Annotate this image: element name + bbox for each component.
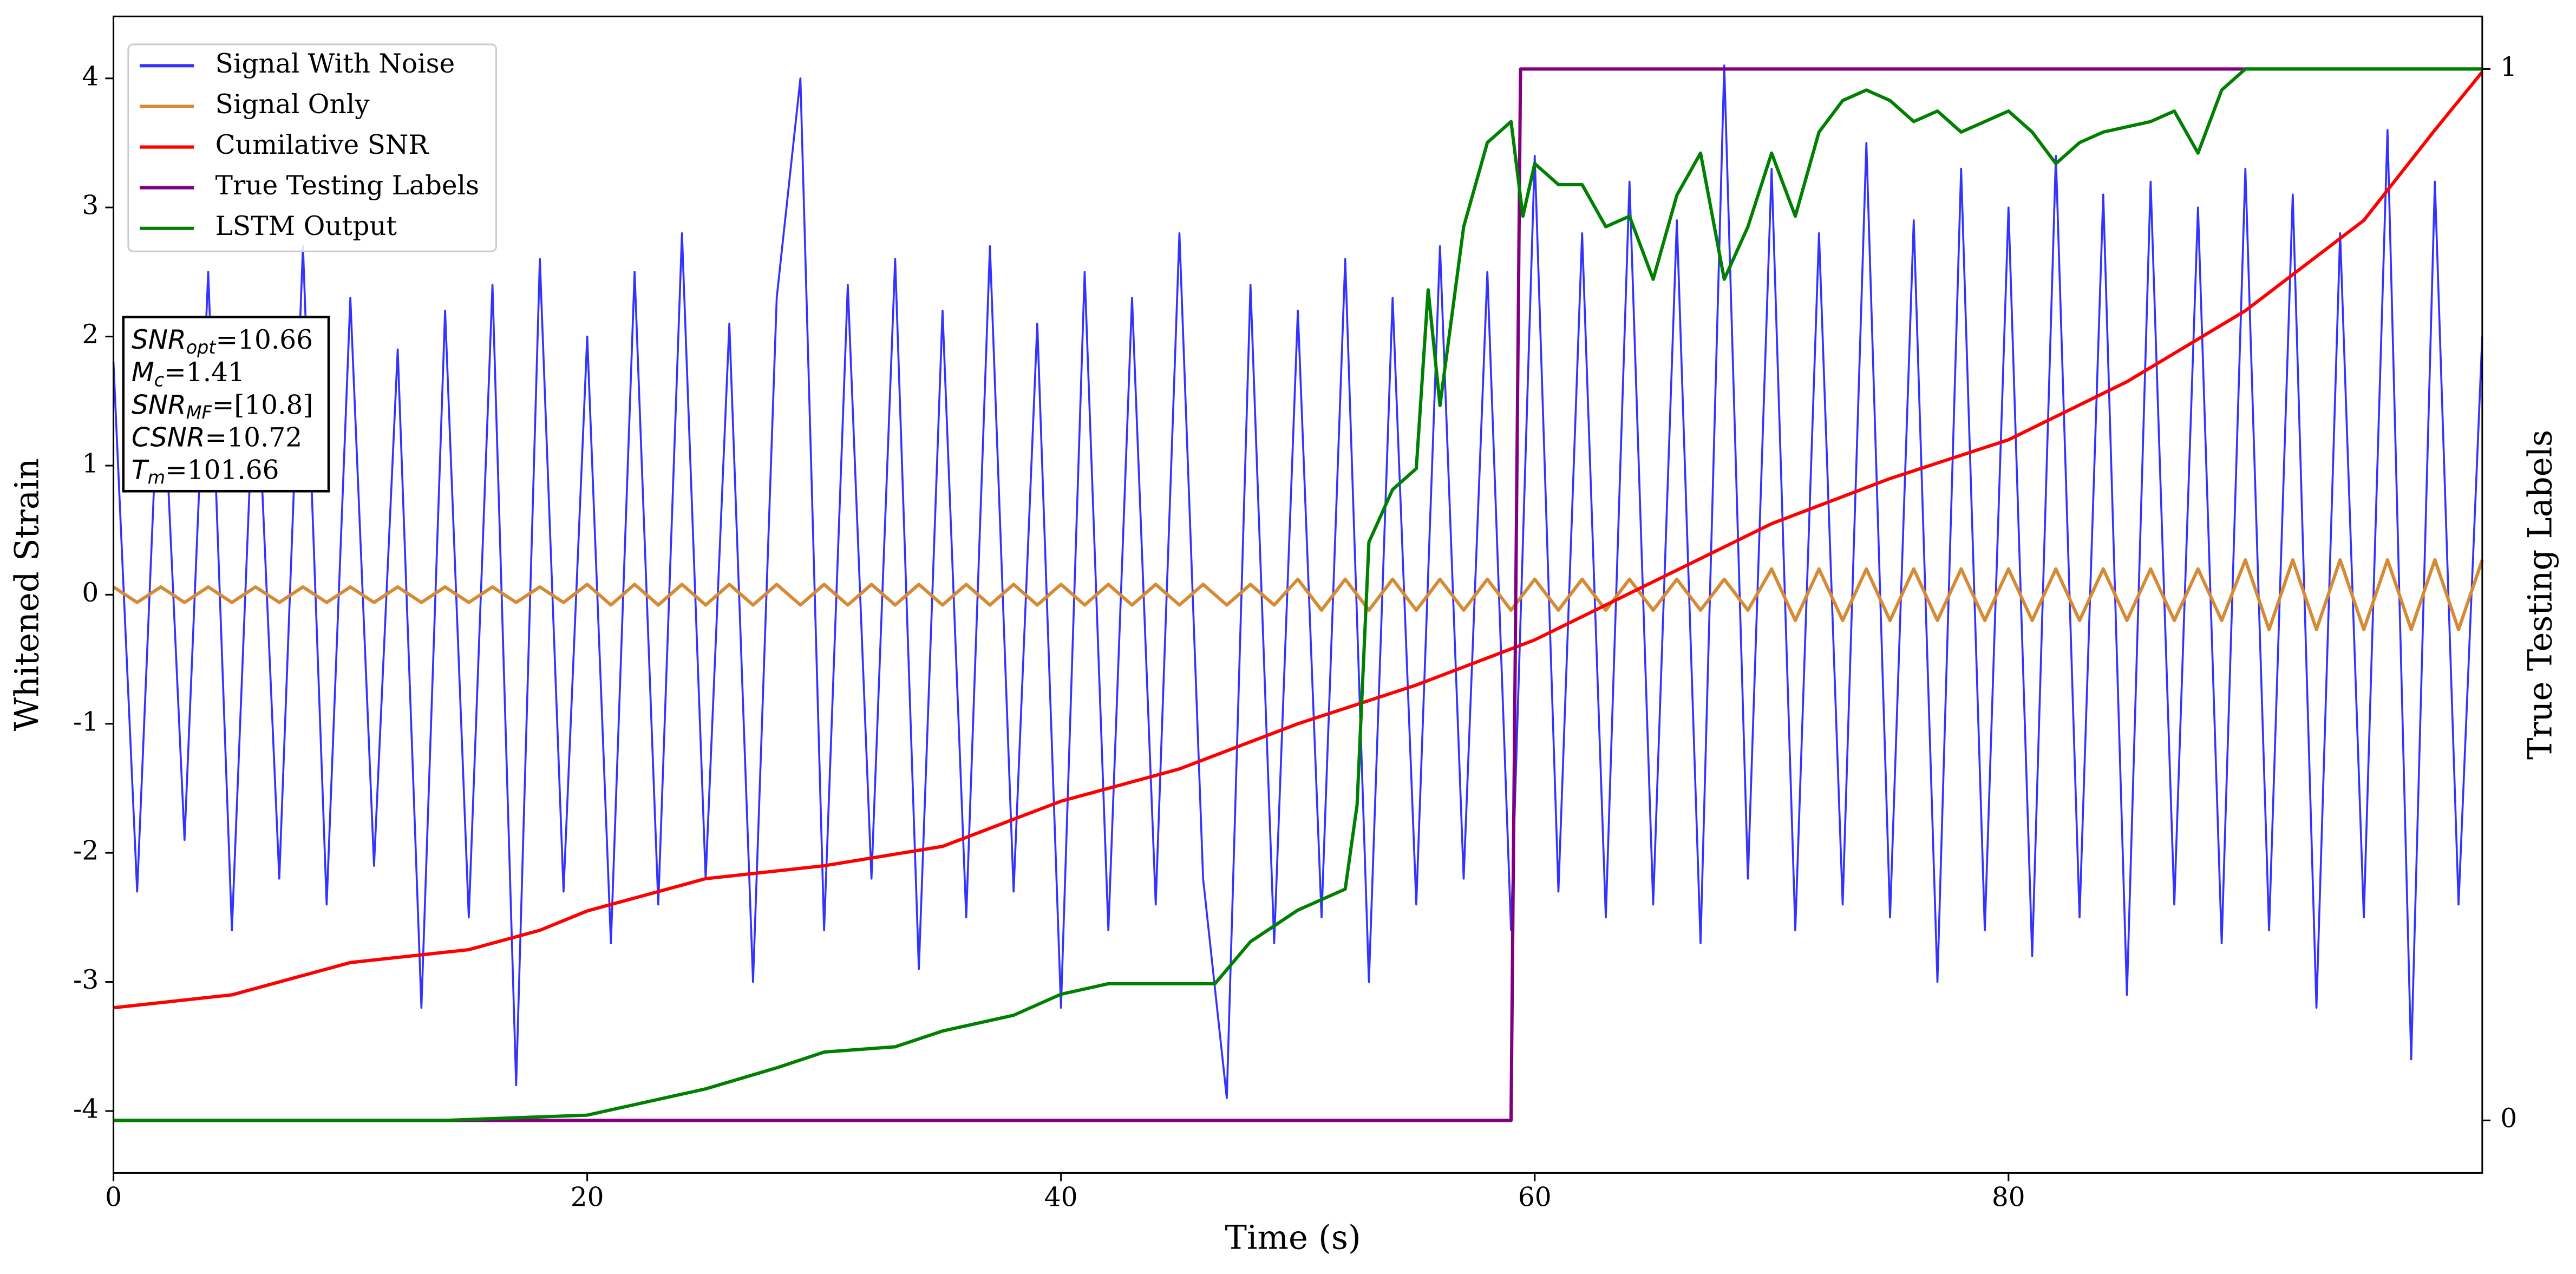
annotation-symbol: CSNR — [132, 422, 205, 453]
series-line — [112, 64, 2483, 1099]
x-tick-label: 20 — [571, 1182, 604, 1212]
y-tick-label: 0 — [82, 578, 99, 608]
y-tick-label: 4 — [82, 61, 99, 92]
y2-tick-label: 1 — [2500, 52, 2517, 82]
annotation-box — [122, 316, 330, 493]
legend-label: LSTM Output — [215, 211, 397, 241]
annotation-line: CSNR=10.72 — [132, 422, 302, 453]
series-line — [112, 558, 2484, 631]
annotation-subscript: MF — [186, 402, 213, 423]
annotation-symbol: T — [132, 455, 149, 485]
annotation-value: =101.66 — [165, 455, 279, 485]
annotation-value: =10.66 — [215, 325, 313, 355]
series-line — [113, 70, 2484, 1010]
x-tick-label: 80 — [1992, 1182, 2025, 1212]
annotation-line: SNRMF=[10.8] — [132, 390, 313, 423]
y-tick-label: 2 — [82, 319, 99, 350]
annotation-line: Tm=101.66 — [132, 455, 279, 488]
legend-entries: Signal With Noise Signal Only Cumilative S… — [140, 49, 479, 241]
series-line — [113, 67, 2482, 1122]
legend — [127, 43, 498, 252]
legend-label: Signal Only — [215, 89, 370, 120]
annotation-value: =10.72 — [205, 422, 303, 453]
plot-area — [112, 64, 2484, 1122]
y2-axis-label: True Testing Labels — [2522, 430, 2560, 760]
x-tick-label: 40 — [1044, 1182, 1078, 1212]
annotation-value: =1.41 — [164, 357, 245, 388]
y-tick-label: -2 — [73, 836, 99, 866]
x-tick-label: 60 — [1518, 1182, 1552, 1212]
y-axis-label: Whitened Strain — [8, 458, 46, 731]
y-tick-label: 1 — [82, 448, 99, 479]
annotation: SNRopt=10.66Mc=1.41SNRMF=[10.8]CSNR=10.7… — [132, 325, 313, 488]
series-line — [113, 67, 2482, 1122]
y-tick-label: -4 — [73, 1094, 99, 1124]
annotation-symbol: SNR — [132, 325, 186, 355]
annotation-symbol: SNR — [132, 390, 186, 420]
y-tick-label: 3 — [82, 191, 99, 221]
y-tick-label: -1 — [73, 707, 99, 737]
x-axis-label: Time (s) — [1225, 1219, 1361, 1257]
legend-label: Signal With Noise — [215, 49, 455, 79]
legend-label: Cumilative SNR — [215, 130, 429, 160]
x-tick-label: 0 — [105, 1182, 122, 1212]
annotation-symbol: M — [132, 357, 154, 388]
annotation-subscript: m — [148, 467, 166, 488]
legend-label: True Testing Labels — [215, 171, 479, 201]
y2-tick-label: 0 — [2500, 1103, 2517, 1134]
annotation-line: Mc=1.41 — [132, 357, 245, 390]
annotation-line: SNRopt=10.66 — [132, 325, 313, 358]
annotation-subscript: c — [154, 369, 164, 390]
annotation-value: =[10.8] — [212, 390, 313, 420]
y-tick-label: -3 — [73, 965, 99, 995]
annotation-subscript: opt — [186, 337, 217, 358]
